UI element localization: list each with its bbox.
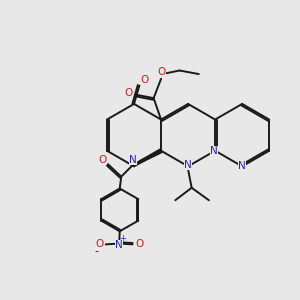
Text: +: + (119, 234, 126, 243)
Text: N: N (238, 161, 246, 171)
Text: O: O (141, 75, 149, 85)
Text: N: N (210, 146, 218, 156)
Text: N: N (129, 155, 137, 165)
Text: N: N (115, 240, 123, 250)
Text: N: N (184, 160, 192, 170)
Text: O: O (95, 239, 103, 249)
Text: -: - (94, 246, 98, 256)
Text: O: O (98, 155, 106, 165)
Text: O: O (158, 67, 166, 77)
Text: O: O (135, 239, 143, 249)
Text: O: O (124, 88, 133, 98)
